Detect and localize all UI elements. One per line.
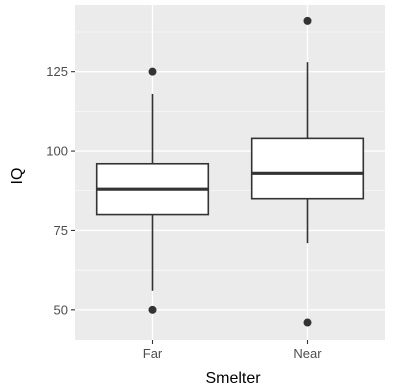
outlier-point — [148, 305, 157, 314]
outlier-point — [303, 318, 312, 327]
y-tick-label: 125 — [46, 64, 68, 79]
x-tick-label: Far — [143, 346, 163, 361]
axis-layer: 50 75 100 125 Far Near — [46, 64, 322, 361]
x-axis-title: Smelter — [205, 370, 261, 387]
box-near — [250, 16, 365, 327]
x-tick-label: Near — [293, 346, 322, 361]
outlier-point — [303, 16, 312, 25]
y-tick-label: 50 — [54, 302, 68, 317]
box-far — [95, 67, 210, 314]
interquartile-box — [250, 137, 365, 200]
y-tick-label: 100 — [46, 144, 68, 159]
box-layer — [95, 16, 365, 327]
y-axis-title: IQ — [9, 168, 26, 185]
y-tick-label: 75 — [54, 223, 68, 238]
outlier-point — [148, 67, 157, 76]
